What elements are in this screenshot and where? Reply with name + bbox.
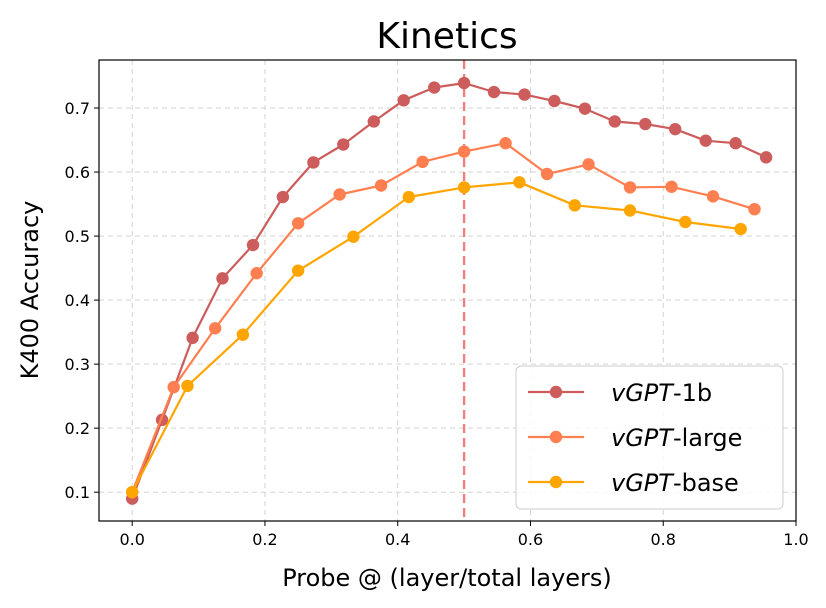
data-point (457, 145, 471, 158)
data-point (250, 267, 263, 280)
x-tick-label: 0.0 (119, 530, 144, 549)
x-tick-label: 0.2 (252, 530, 277, 549)
data-point (186, 331, 199, 345)
series-layer (125, 76, 773, 505)
y-tick-label: 0.2 (65, 419, 90, 438)
data-point (699, 134, 712, 147)
plot-frame (98, 59, 797, 522)
y-axis-label: K400 Accuracy (16, 201, 44, 380)
legend-marker (549, 430, 563, 444)
data-point (623, 204, 637, 217)
data-point (623, 181, 637, 194)
x-tick-label: 0.8 (651, 530, 676, 549)
data-point (487, 85, 501, 99)
data-point (668, 122, 682, 136)
data-point (167, 380, 180, 394)
data-point (665, 180, 678, 193)
data-point (568, 199, 581, 212)
y-tick-label: 0.6 (65, 163, 90, 182)
data-point (347, 230, 360, 243)
data-point (276, 190, 290, 204)
data-point (729, 137, 742, 150)
data-point (246, 238, 260, 252)
data-point (608, 115, 621, 128)
y-axis-ticks: 0.1 0.2 0.3 0.4 0.5 0.6 0.7 (65, 99, 99, 502)
legend-marker (549, 475, 563, 489)
data-point (374, 179, 388, 192)
data-point (333, 188, 346, 201)
legend-label: vGPT-base (611, 469, 739, 497)
legend-label: vGPT-1b (611, 379, 712, 407)
legend-box (515, 365, 784, 510)
data-point (499, 137, 512, 150)
data-point (236, 328, 250, 341)
data-point (337, 138, 350, 151)
data-point (307, 156, 320, 169)
data-point (428, 81, 441, 94)
y-tick-label: 0.1 (65, 483, 90, 502)
data-point (291, 264, 305, 277)
data-point (291, 217, 305, 230)
data-point (181, 379, 194, 393)
data-point (457, 76, 471, 90)
data-point (734, 222, 747, 236)
data-point (540, 167, 554, 181)
x-tick-label: 0.4 (385, 530, 410, 549)
data-point (216, 272, 229, 285)
legend: vGPT-1b vGPT-large vGPT-base (515, 365, 784, 510)
series-line (131, 142, 755, 493)
data-point (402, 190, 415, 204)
legend-marker (549, 385, 563, 399)
chart-title: Kinetics (376, 16, 517, 57)
data-point (125, 485, 139, 499)
data-point (706, 190, 720, 203)
data-point (548, 94, 561, 108)
data-point (457, 181, 471, 194)
series-line (131, 181, 741, 493)
data-point (513, 176, 526, 189)
y-tick-label: 0.5 (65, 227, 90, 246)
x-axis-label: Probe @ (layer/total layers) (282, 564, 612, 592)
data-point (748, 202, 761, 216)
series-group (125, 76, 773, 505)
data-point (367, 115, 381, 128)
data-point (639, 117, 652, 131)
data-point (759, 151, 773, 164)
data-point (679, 215, 692, 229)
y-tick-label: 0.7 (65, 99, 90, 118)
data-point (208, 322, 222, 335)
data-point (518, 88, 531, 101)
data-point (582, 158, 595, 171)
data-point (397, 94, 410, 107)
x-tick-label: 0.6 (518, 530, 543, 549)
x-axis-ticks: 0.0 0.2 0.4 0.6 0.8 1.0 (119, 521, 809, 549)
y-tick-label: 0.4 (65, 291, 90, 310)
legend-label: vGPT-large (611, 424, 742, 452)
data-point (416, 155, 429, 169)
series-group (125, 176, 747, 499)
data-point (578, 102, 592, 115)
series-line (131, 81, 767, 499)
x-tick-label: 1.0 (783, 530, 808, 549)
y-tick-label: 0.3 (65, 355, 90, 374)
